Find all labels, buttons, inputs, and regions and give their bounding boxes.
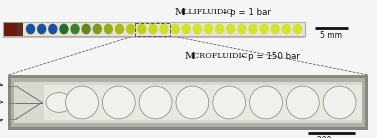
Bar [8,75,368,130]
Bar [17,22,23,36]
Bar [3,23,305,38]
Text: M: M [185,52,196,61]
Ellipse shape [46,93,72,112]
Ellipse shape [250,86,282,119]
Text: ICROFLUIDIC: ICROFLUIDIC [190,52,248,60]
Ellipse shape [323,86,356,119]
Ellipse shape [104,24,113,34]
Ellipse shape [26,24,35,34]
Text: – p = 150 bar: – p = 150 bar [241,52,300,61]
Ellipse shape [215,24,224,34]
Ellipse shape [176,86,209,119]
Ellipse shape [48,24,57,34]
Ellipse shape [139,86,172,119]
Ellipse shape [259,24,269,34]
Bar [14,82,362,123]
Ellipse shape [103,86,135,119]
Ellipse shape [81,24,91,34]
Ellipse shape [271,24,280,34]
Ellipse shape [287,86,319,119]
Ellipse shape [193,24,202,34]
Text: 5 mm: 5 mm [320,31,342,40]
Ellipse shape [182,24,191,34]
Ellipse shape [66,86,98,119]
Ellipse shape [213,86,245,119]
Ellipse shape [115,24,124,34]
Text: M: M [175,8,185,17]
Text: 200 μm: 200 μm [317,136,346,138]
Ellipse shape [93,24,102,34]
Ellipse shape [170,24,180,34]
Ellipse shape [159,24,169,34]
Text: Water: Water [0,79,3,86]
Ellipse shape [226,24,235,34]
Ellipse shape [204,24,213,34]
Ellipse shape [37,24,46,34]
Text: ILLIFLUIDIC: ILLIFLUIDIC [181,9,233,17]
Bar [3,22,305,36]
Text: Water: Water [0,119,3,126]
Ellipse shape [59,24,69,34]
Bar [44,85,362,120]
Ellipse shape [70,24,80,34]
Bar [135,22,170,35]
Ellipse shape [237,24,247,34]
Ellipse shape [126,24,135,34]
Bar [3,22,17,36]
Ellipse shape [248,24,257,34]
Ellipse shape [282,24,291,34]
Text: – p = 1 bar: – p = 1 bar [223,8,271,17]
Ellipse shape [148,24,158,34]
Ellipse shape [137,24,146,34]
Text: sc-CO₂: sc-CO₂ [0,99,3,104]
Bar [11,78,365,127]
Ellipse shape [293,24,302,34]
